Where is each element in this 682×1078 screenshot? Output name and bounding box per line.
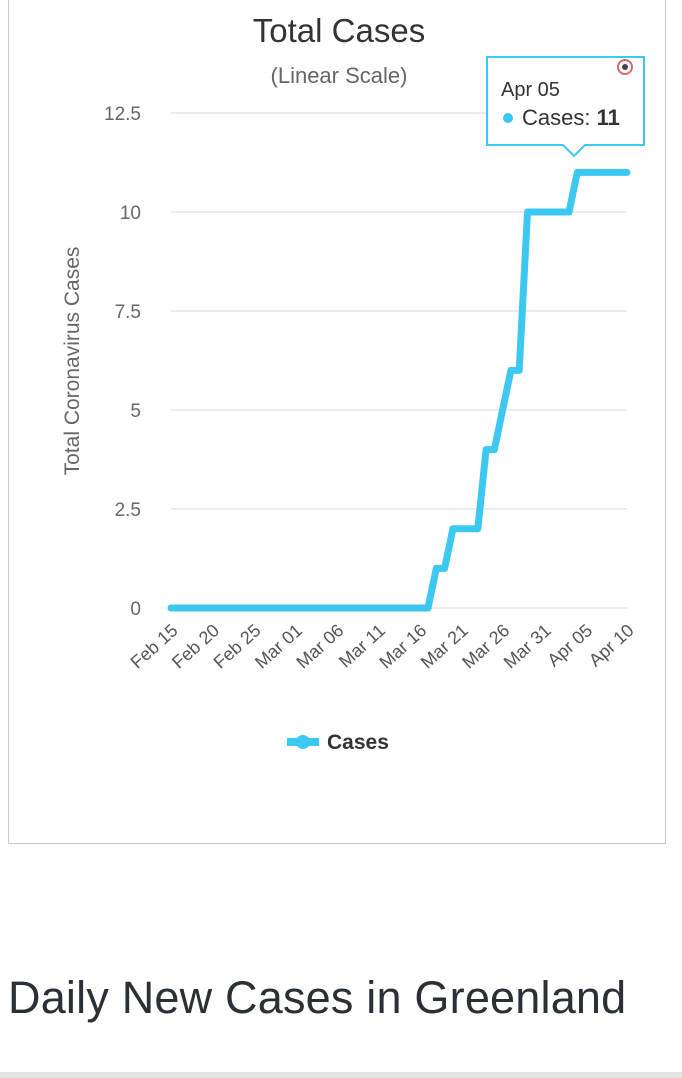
tooltip-date: Apr 05 (501, 79, 560, 101)
x-tick-label: Mar 06 (292, 620, 347, 672)
y-axis-ticks: 0 2.5 5 7.5 10 12.5 (104, 104, 141, 620)
tooltip-series-marker (503, 113, 513, 123)
y-tick-label: 7.5 (115, 302, 141, 323)
y-tick-label: 2.5 (115, 500, 141, 521)
grid-lines (171, 112, 627, 609)
bottom-divider (0, 1072, 682, 1078)
chart-card: Total Cases (Linear Scale) Total Coronav… (8, 0, 666, 844)
legend-swatch-marker (296, 735, 310, 749)
svg-text:Cases: 11: Cases: 11 (522, 105, 620, 130)
y-axis-label: Total Coronavirus Cases (61, 247, 84, 476)
tooltip-box (486, 56, 645, 158)
x-tick-label: Apr 05 (543, 620, 596, 670)
tooltip: Apr 05 Cases: 11 (486, 56, 645, 158)
x-tick-label: Mar 31 (500, 620, 555, 672)
section-heading: Daily New Cases in Greenland (8, 972, 627, 1023)
series-layer (167, 168, 631, 612)
x-tick-label: Apr 10 (585, 620, 638, 670)
y-tick-label: 0 (130, 599, 141, 620)
y-tick-label: 12.5 (104, 104, 141, 125)
tooltip-series-label: Cases: (522, 105, 597, 130)
series-line-cases[interactable] (167, 168, 631, 612)
legend[interactable]: Cases (287, 731, 389, 754)
tooltip-value: 11 (597, 105, 620, 130)
y-tick-label: 5 (130, 401, 141, 422)
chart-subtitle: (Linear Scale) (271, 63, 408, 88)
total-cases-chart: Total Cases (Linear Scale) Total Coronav… (61, 12, 645, 754)
legend-label: Cases (327, 731, 389, 754)
y-tick-label: 10 (120, 203, 141, 224)
context-menu-icon-dot (622, 64, 628, 70)
chart-title: Total Cases (253, 12, 425, 49)
